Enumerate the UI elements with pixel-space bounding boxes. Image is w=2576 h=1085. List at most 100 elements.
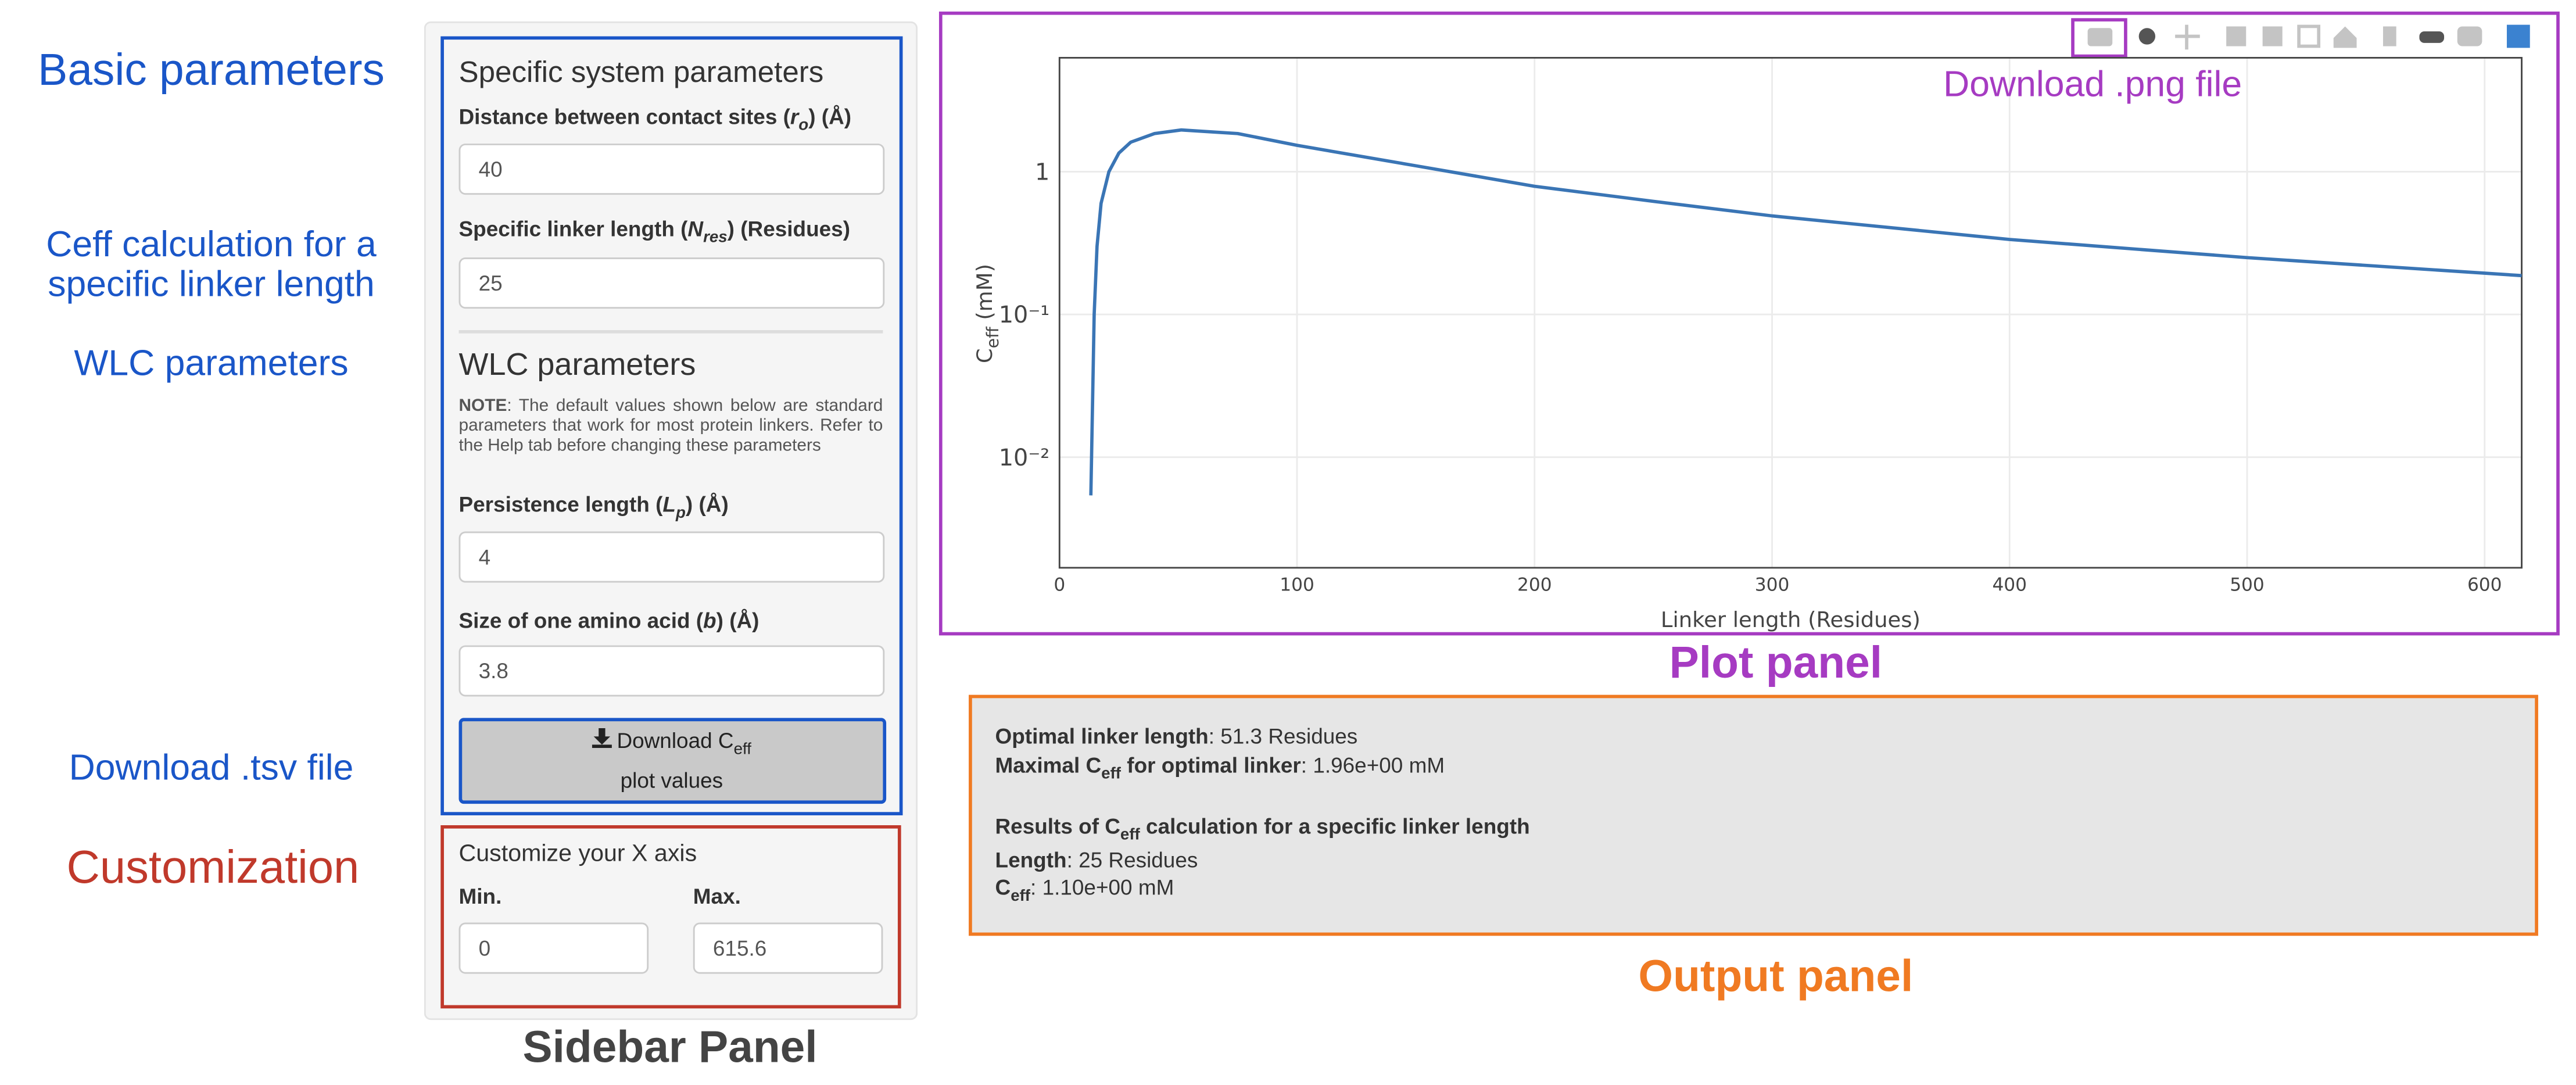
panel-caption: Output panel [1638, 951, 1914, 1001]
text-part: : 1.10e+00 mM [1030, 875, 1174, 900]
text-input[interactable]: 4 [458, 531, 885, 583]
x-tick-label: 200 [1517, 575, 1552, 596]
text-part: plot values [620, 767, 723, 792]
text-part: r [790, 104, 799, 129]
x-tick-label: 0 [1054, 575, 1065, 596]
zoom-out-icon[interactable] [2262, 26, 2283, 46]
text-input[interactable]: 3.8 [458, 645, 885, 697]
plot-frame [1058, 56, 2523, 569]
text-part: eff [733, 740, 751, 759]
text-input[interactable]: 0 [458, 922, 649, 974]
text-part: L [662, 492, 676, 517]
basic-parameters-box [440, 36, 903, 815]
text-part: Length [995, 847, 1067, 873]
annotation: Ceff calculation for a [46, 223, 377, 265]
text-part: eff [1011, 887, 1031, 906]
text-part: Specific linker length ( [458, 216, 688, 241]
customization-box [440, 825, 901, 1009]
field-label: Distance between contact sites (ro) (Å) [458, 104, 852, 135]
grid [1058, 58, 2522, 568]
annotation: Customization [66, 841, 360, 893]
output-line: Results of Ceff calculation for a specif… [995, 814, 1530, 845]
text-input[interactable]: 40 [458, 144, 885, 195]
input-value: 615.6 [712, 936, 767, 961]
field-label: Size of one amino acid (b) (Å) [459, 608, 759, 634]
text-part: eff [983, 326, 1002, 348]
download-button[interactable] [458, 718, 887, 804]
zoom-icon[interactable] [2138, 28, 2156, 45]
field-label: Persistence length (Lp) (Å) [458, 492, 729, 523]
text-part: (mM) [972, 264, 997, 327]
input-value: 25 [478, 270, 503, 296]
annotation: Basic parameters [38, 45, 385, 95]
autoscale-icon[interactable] [2297, 24, 2321, 48]
text-part: : 25 Residues [1066, 847, 1198, 873]
annotation: Download .png file [1943, 63, 2242, 105]
x-tick-label: 600 [2467, 575, 2502, 596]
annotation: specific linker length [48, 263, 375, 305]
x-axis-title: Linker length (Residues) [1661, 607, 1921, 632]
text-part: p [675, 504, 686, 523]
y-tick-label: 10⁻¹ [999, 302, 1050, 328]
text-part: calculation for a specific linker length [1140, 814, 1530, 839]
y-tick-label: 1 [1035, 159, 1049, 186]
text-part: Linker length (Residues) [1661, 607, 1921, 632]
output-line: Ceff: 1.10e+00 mM [995, 875, 1174, 906]
text-part: ) (Residues) [727, 216, 850, 241]
text-input[interactable]: 25 [458, 257, 885, 309]
x-tick-label: 500 [2230, 575, 2265, 596]
text-part: Optimal linker length [995, 724, 1209, 749]
text-part: eff [1101, 765, 1122, 784]
modebar [2087, 24, 2530, 50]
download-button-label: Download Ceff plot values [592, 726, 751, 795]
hover-closest-icon[interactable] [2419, 31, 2445, 43]
field-label: Specific linker length (Nres) (Residues) [458, 216, 850, 248]
text-part: C [995, 875, 1011, 900]
input-value: 4 [478, 545, 491, 570]
text-part: ) (Å) [716, 608, 759, 633]
text-part: N [687, 216, 704, 241]
output-line: Optimal linker length: 51.3 Residues [995, 724, 1358, 750]
input-value: 0 [478, 936, 491, 961]
y-axis-title: Ceff (mM) [972, 264, 1002, 363]
spike-icon[interactable] [2382, 26, 2396, 46]
camera-icon[interactable] [2087, 28, 2113, 46]
png-download-highlight [2071, 18, 2127, 58]
text-part: o [798, 116, 809, 135]
hover-compare-icon[interactable] [2457, 26, 2482, 46]
text-part: ) (Å) [685, 492, 729, 517]
section-title: Specific system parameters [458, 55, 824, 89]
input-value: 3.8 [478, 658, 508, 683]
plotly-logo[interactable] [2506, 24, 2530, 48]
text-part: for optimal linker [1121, 753, 1301, 778]
text-part: : 51.3 Residues [1208, 724, 1358, 749]
field-label: Min. [458, 883, 502, 909]
text-part: Maximal C [995, 753, 1102, 778]
data-line [1089, 128, 2522, 496]
pan-icon[interactable] [2175, 24, 2200, 50]
output-line: Maximal Ceff for optimal linker: 1.96e+0… [995, 753, 1445, 784]
x-tick-label: 300 [1755, 575, 1790, 596]
reset-icon[interactable] [2333, 26, 2357, 48]
annotation: Download .tsv file [69, 746, 354, 788]
zoom-in-icon[interactable] [2226, 26, 2247, 46]
text-part: Persistence length ( [458, 492, 663, 517]
panel-caption: Sidebar Panel [522, 1022, 818, 1072]
text-input[interactable]: 615.6 [693, 922, 883, 974]
text-part: : The default values shown below are sta… [458, 396, 883, 456]
text-part: Distance between contact sites ( [458, 104, 790, 129]
text-part: b [703, 608, 716, 633]
text-part: res [703, 228, 728, 248]
text-part: Results of C [995, 814, 1120, 839]
x-tick-label: 100 [1280, 575, 1314, 596]
output-line: Length: 25 Residues [995, 847, 1198, 873]
text-part: eff [1120, 826, 1140, 845]
text-part: : 1.96e+00 mM [1300, 753, 1445, 778]
text-part: C [972, 348, 997, 363]
output-panel-box [969, 694, 2538, 936]
annotation: WLC parameters [74, 342, 349, 384]
plot-panel-box [938, 11, 2560, 636]
